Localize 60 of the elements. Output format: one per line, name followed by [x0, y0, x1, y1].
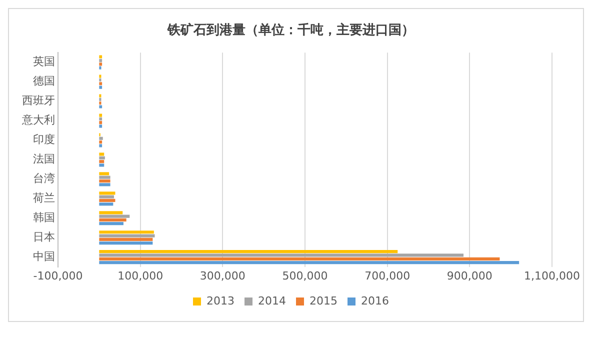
- x-tick-label: 900,000: [446, 269, 492, 282]
- bar: [99, 164, 104, 167]
- bar: [99, 152, 104, 156]
- bar: [99, 160, 104, 164]
- bar: [99, 257, 500, 260]
- bar: [99, 140, 102, 144]
- bar: [99, 86, 102, 89]
- y-tick-label: 台湾: [33, 172, 55, 186]
- bar: [99, 62, 102, 66]
- bar: [99, 55, 102, 58]
- bar: [99, 114, 102, 117]
- bar: [99, 183, 110, 186]
- legend-label: 2013: [206, 294, 235, 308]
- bar: [99, 198, 116, 202]
- bar: [99, 234, 155, 238]
- bar: [99, 117, 102, 120]
- bar: [99, 260, 520, 264]
- bar: [99, 82, 102, 86]
- bar: [99, 214, 130, 218]
- x-tick-label: -100,000: [33, 269, 83, 282]
- bar: [99, 254, 464, 257]
- y-tick-label: 荷兰: [33, 192, 55, 205]
- bar: [99, 156, 105, 160]
- bar: [99, 124, 102, 128]
- bar: [99, 58, 102, 62]
- y-tick-label: 中国: [33, 250, 55, 263]
- bar: [99, 202, 114, 206]
- bar: [99, 195, 114, 198]
- x-tick-label: 700,000: [364, 269, 410, 282]
- y-tick-label: 西班牙: [22, 94, 55, 108]
- bar: [99, 105, 102, 108]
- bar: [99, 250, 398, 254]
- y-tick-label: 英国: [33, 55, 55, 68]
- x-tick-label: 1,100,000: [524, 269, 580, 282]
- x-tick-label: 100,000: [118, 269, 164, 282]
- bar: [99, 211, 123, 214]
- bar: [99, 230, 154, 234]
- bar: [99, 218, 126, 222]
- y-tick-label: 韩国: [33, 210, 55, 224]
- legend-label: 2016: [360, 294, 389, 308]
- bar: [99, 238, 153, 241]
- bar: [99, 179, 110, 183]
- bar: [99, 144, 102, 148]
- bar: [99, 192, 116, 195]
- y-tick-label: 德国: [33, 74, 55, 88]
- legend-label: 2014: [258, 294, 286, 308]
- legend-label: 2015: [310, 294, 338, 308]
- y-tick-label: 日本: [33, 230, 55, 244]
- chart-title: 铁矿石到港量（单位：千吨，主要进口国）: [166, 22, 414, 38]
- bar: [99, 242, 153, 245]
- y-tick-label: 法国: [33, 152, 55, 166]
- bar: [99, 172, 110, 176]
- bar: [99, 176, 110, 179]
- y-tick-label: 意大利: [21, 114, 55, 127]
- x-tick-label: 300,000: [200, 269, 246, 282]
- x-tick-label: 500,000: [282, 269, 328, 282]
- y-tick-label: 印度: [33, 133, 55, 146]
- bar: [99, 136, 103, 140]
- bar: [99, 121, 102, 124]
- bar: [99, 222, 124, 226]
